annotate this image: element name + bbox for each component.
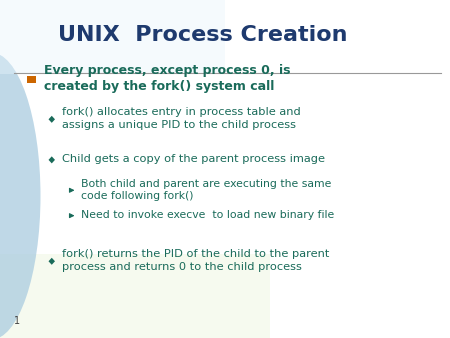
- Text: Need to invoke execve  to load new binary file: Need to invoke execve to load new binary…: [81, 210, 334, 220]
- Bar: [0, 254, 270, 338]
- Polygon shape: [49, 156, 55, 163]
- Text: UNIX  Process Creation: UNIX Process Creation: [58, 25, 348, 46]
- Polygon shape: [49, 258, 55, 265]
- Text: Child gets a copy of the parent process image: Child gets a copy of the parent process …: [62, 154, 325, 164]
- Text: 1: 1: [14, 316, 20, 326]
- Bar: [0, 0, 225, 74]
- Ellipse shape: [0, 52, 40, 338]
- Polygon shape: [49, 116, 55, 123]
- Text: Both child and parent are executing the same
code following fork(): Both child and parent are executing the …: [81, 178, 331, 201]
- Text: fork() returns the PID of the child to the parent
process and returns 0 to the c: fork() returns the PID of the child to t…: [62, 249, 329, 272]
- Text: Every process, except process 0, is
created by the fork() system call: Every process, except process 0, is crea…: [44, 64, 291, 93]
- Text: fork() allocates entry in process table and
assigns a unique PID to the child pr: fork() allocates entry in process table …: [62, 107, 301, 130]
- Bar: [27, 76, 36, 83]
